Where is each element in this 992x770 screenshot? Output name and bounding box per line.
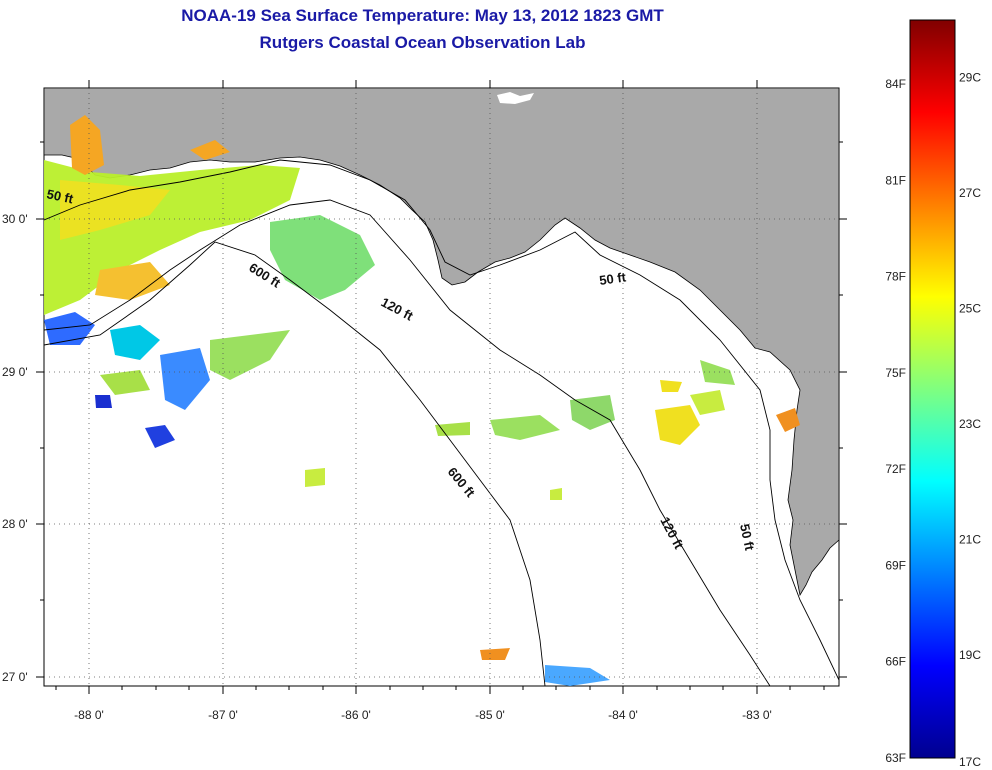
- colorbar-c-label: 21C: [959, 533, 981, 547]
- lon-label: -87 0': [208, 708, 238, 722]
- lon-label: -84 0': [608, 708, 638, 722]
- colorbar-c-label: 23C: [959, 417, 981, 431]
- tick-marks: [36, 80, 847, 694]
- map-title: NOAA-19 Sea Surface Temperature: May 13,…: [181, 6, 664, 25]
- colorbar-labels: 84F 81F 78F 75F 72F 69F 66F 63F 29C 27C 25C 23C 21C 1…: [885, 71, 981, 769]
- colorbar-c-label: 17C: [959, 755, 981, 769]
- colorbar-f-label: 81F: [885, 173, 906, 187]
- depth-contours: [44, 159, 839, 686]
- colorbar-c-label: 25C: [959, 302, 981, 316]
- lon-label: -83 0': [742, 708, 772, 722]
- colorbar: [909, 19, 956, 759]
- colorbar-f-label: 78F: [885, 270, 906, 284]
- latitude-labels: 30 0' 29 0' 28 0' 27 0': [2, 212, 28, 684]
- lat-label: 30 0': [2, 212, 28, 226]
- colorbar-f-label: 72F: [885, 462, 906, 476]
- colorbar-c-label: 19C: [959, 648, 981, 662]
- colorbar-f-label: 75F: [885, 366, 906, 380]
- contour-label-50ft-east: 50 ft: [598, 269, 627, 288]
- lat-label: 28 0': [2, 517, 28, 531]
- lon-label: -86 0': [341, 708, 371, 722]
- land-mass: [44, 88, 839, 597]
- contour-label-50ft-west: 50 ft: [45, 186, 75, 206]
- lat-label: 27 0': [2, 670, 28, 684]
- colorbar-f-label: 63F: [885, 751, 906, 765]
- colorbar-c-label: 27C: [959, 186, 981, 200]
- colorbar-c-label: 29C: [959, 71, 981, 85]
- lake: [497, 92, 534, 104]
- colorbar-f-label: 69F: [885, 558, 906, 572]
- map-subtitle: Rutgers Coastal Ocean Observation Lab: [259, 33, 586, 52]
- colorbar-f-label: 84F: [885, 77, 906, 91]
- colorbar-f-label: 66F: [885, 655, 906, 669]
- contour-label-50ft-south: 50 ft: [737, 523, 757, 553]
- longitude-labels: -88 0' -87 0' -86 0' -85 0' -84 0' -83 0…: [74, 708, 772, 722]
- sst-patches: [44, 115, 800, 686]
- lat-label: 29 0': [2, 365, 28, 379]
- lon-label: -88 0': [74, 708, 104, 722]
- lon-label: -85 0': [475, 708, 505, 722]
